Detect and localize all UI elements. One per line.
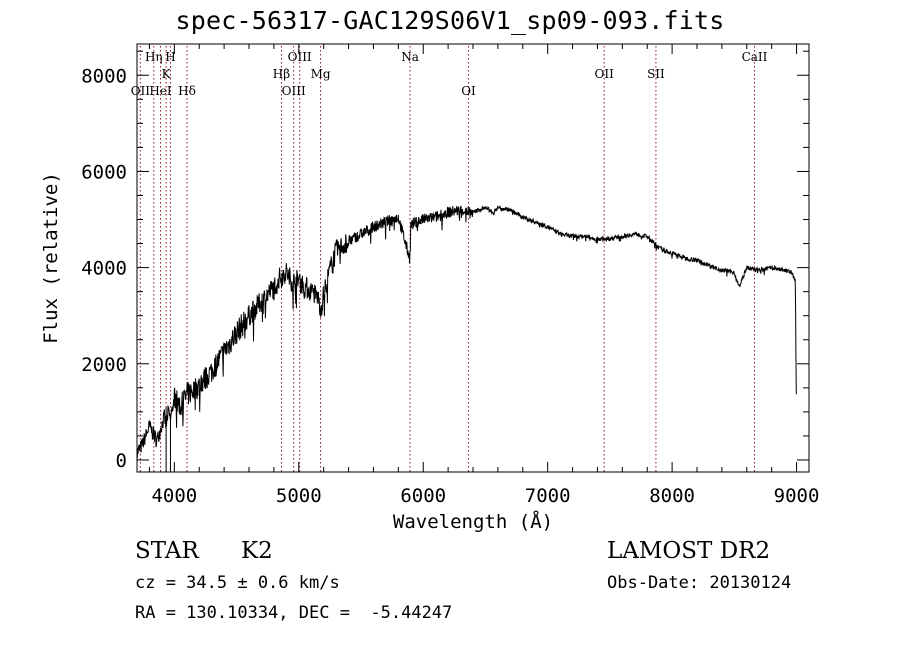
x-tick-label: 6000 [400, 485, 446, 507]
coordinates: RA = 130.10334, DEC = -5.44247 [135, 603, 453, 623]
line-label: Na [401, 50, 419, 64]
line-label: K [162, 67, 172, 81]
x-axis-label: Wavelength (Å) [393, 510, 553, 533]
chart-title: spec-56317-GAC129S06V1_sp09-093.fits [175, 6, 725, 35]
y-tick-label: 2000 [81, 354, 127, 376]
line-label: SII [647, 67, 665, 81]
survey-label: LAMOST DR2 [607, 538, 771, 564]
x-tick-label: 8000 [649, 485, 695, 507]
line-label: H [165, 50, 175, 64]
line-label: Mg [311, 67, 331, 81]
line-label: CaII [742, 50, 768, 64]
emission-line-markers [139, 46, 755, 472]
line-label: OII [595, 67, 615, 81]
line-label: OIII [288, 50, 312, 64]
plot-frame [136, 43, 810, 473]
class-label: STAR [135, 538, 199, 564]
line-label: OII [131, 84, 151, 98]
y-axis-ticks: 0 2000 4000 6000 8000 [81, 50, 809, 472]
x-axis-ticks: 4000 5000 6000 7000 8000 9000 [148, 44, 820, 507]
emission-line-labels: OII Hη HeI KH Hδ Hβ OIII OIII Mg Na OI OII SII CaII [131, 50, 768, 98]
obs-date: Obs-Date: 20130124 [607, 573, 792, 593]
x-tick-label: 9000 [774, 485, 820, 507]
spectrum-series [136, 204, 797, 472]
x-tick-label: 5000 [276, 485, 322, 507]
line-label: OIII [282, 84, 306, 98]
line-label: Hη [145, 50, 163, 64]
y-tick-label: 8000 [81, 65, 127, 87]
y-tick-label: 0 [116, 450, 127, 472]
y-tick-label: 4000 [81, 258, 127, 280]
redshift-cz: cz = 34.5 ± 0.6 km/s [135, 573, 340, 593]
line-label: Hδ [178, 84, 196, 98]
line-label: Hβ [273, 67, 290, 81]
subclass-label: K2 [241, 538, 273, 564]
x-tick-label: 7000 [525, 485, 571, 507]
x-tick-label: 4000 [151, 485, 197, 507]
y-axis-label: Flux (relative) [40, 172, 62, 344]
line-label: HeI [149, 84, 172, 98]
line-label: OI [461, 84, 476, 98]
y-tick-label: 6000 [81, 161, 127, 183]
spectrum-line [136, 204, 797, 461]
